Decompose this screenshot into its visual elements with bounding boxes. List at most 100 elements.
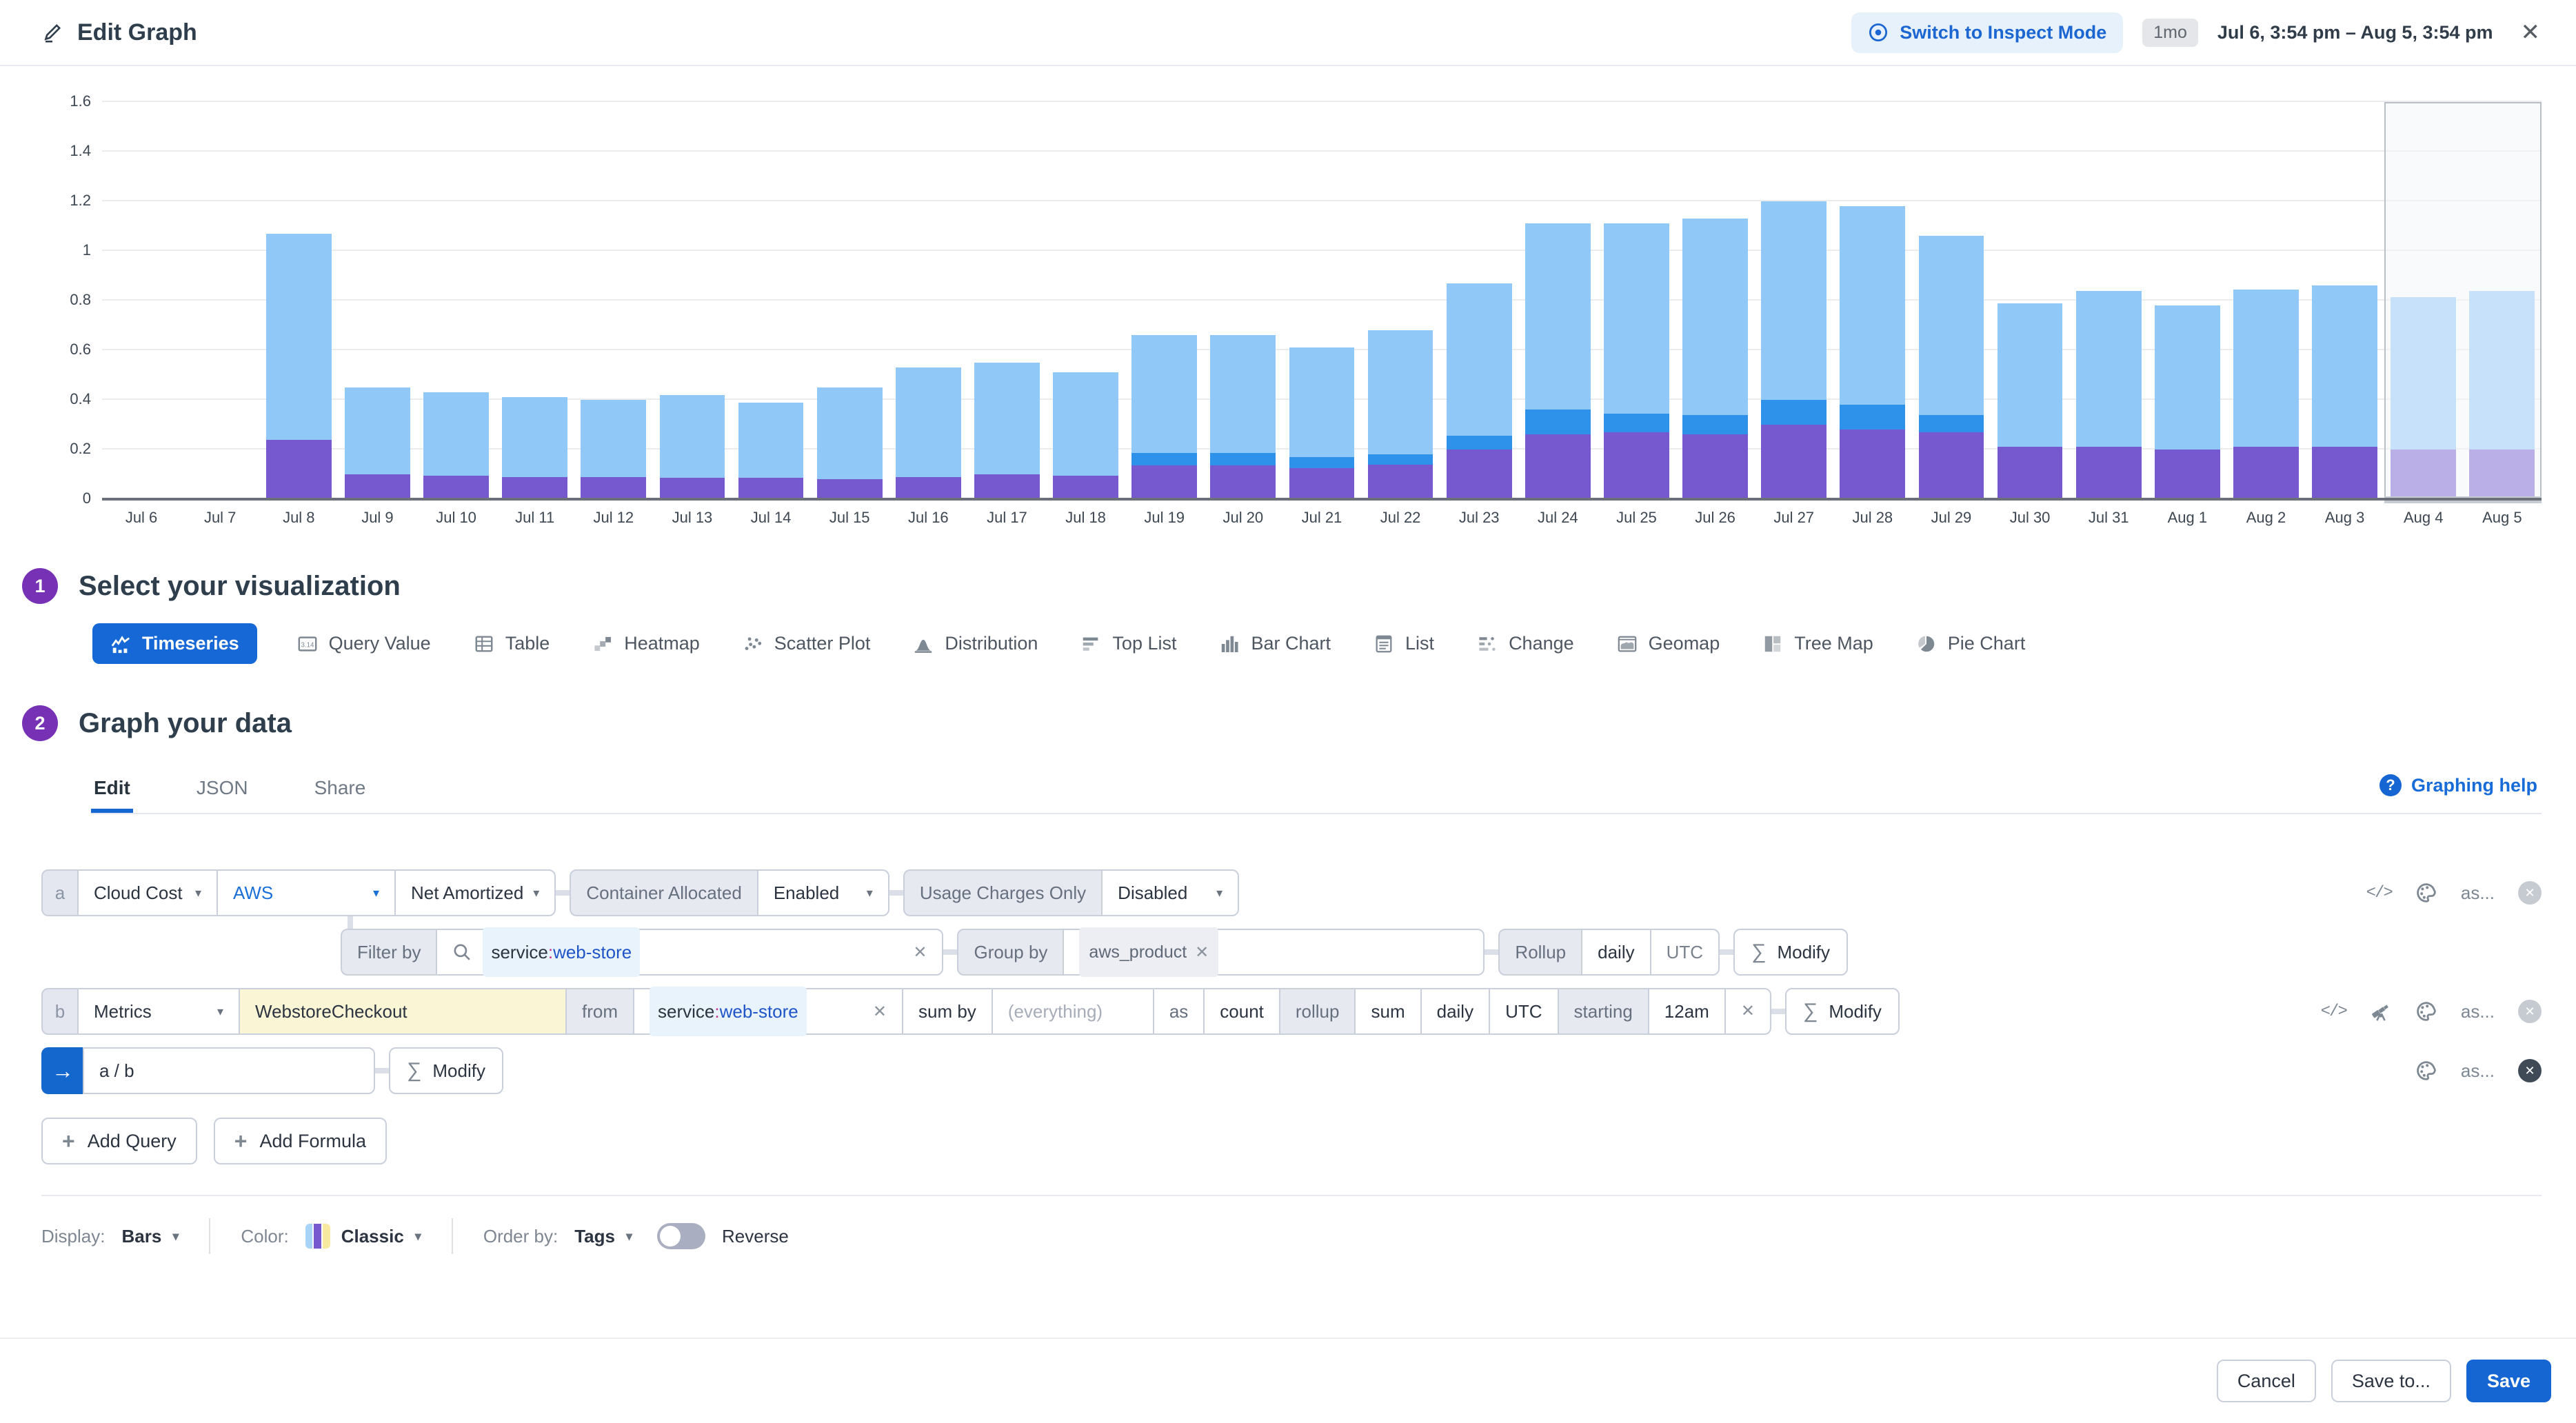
viz-option-list[interactable]: List — [1371, 623, 1437, 664]
display-type-dropdown[interactable]: Bars ▾ — [121, 1225, 179, 1247]
chart-bar-jul-28[interactable] — [1833, 102, 1912, 499]
rollup-b-timezone[interactable]: UTC — [1489, 988, 1559, 1035]
modify-button-formula[interactable]: ∑ Modify — [389, 1047, 503, 1094]
modify-button-a[interactable]: ∑ Modify — [1733, 929, 1849, 976]
viz-option-query-value[interactable]: 3.14 Query Value — [294, 623, 434, 664]
save-to-button[interactable]: Save to... — [2331, 1360, 2451, 1402]
formula-expression-input[interactable]: a / b — [83, 1047, 375, 1094]
clear-starting-icon[interactable]: ✕ — [1724, 988, 1771, 1035]
as-count-dropdown[interactable]: count — [1203, 988, 1280, 1035]
remove-query-a-icon[interactable]: ✕ — [2518, 881, 2542, 905]
usage-charges-dropdown[interactable]: Disabled ▾ — [1101, 869, 1240, 916]
close-icon[interactable]: ✕ — [2513, 16, 2549, 49]
palette-icon[interactable] — [2415, 882, 2437, 904]
time-range-text[interactable]: Jul 6, 3:54 pm – Aug 5, 3:54 pm — [2217, 21, 2493, 43]
metrics-dropdown[interactable]: Metrics ▾ — [77, 988, 240, 1035]
chart-bar-jul-23[interactable] — [1440, 102, 1518, 499]
rollup-interval[interactable]: daily — [1581, 929, 1651, 976]
chart-bar-aug-3[interactable] — [2306, 102, 2384, 499]
group-by-input[interactable]: aws_product ✕ — [1063, 927, 1485, 977]
chart-bar-aug-1[interactable] — [2148, 102, 2226, 499]
chart-bar-jul-17[interactable] — [967, 102, 1046, 499]
chart-bar-jul-20[interactable] — [1204, 102, 1282, 499]
chart-bar-jul-16[interactable] — [889, 102, 967, 499]
chart-bar-jul-10[interactable] — [417, 102, 496, 499]
viz-option-heatmap[interactable]: Heatmap — [590, 623, 703, 664]
remove-group-by-tag-icon[interactable]: ✕ — [1195, 942, 1209, 962]
viz-option-geomap[interactable]: Geomap — [1614, 623, 1723, 664]
code-view-icon[interactable]: </> — [2320, 1002, 2348, 1021]
chart-bar-jul-7[interactable] — [181, 102, 259, 499]
viz-option-pie-chart[interactable]: Pie Chart — [1913, 623, 2029, 664]
telescope-icon[interactable] — [2370, 1000, 2392, 1022]
palette-icon[interactable] — [2415, 1000, 2437, 1022]
chart-bar-aug-2[interactable] — [2226, 102, 2305, 499]
viz-option-bar-chart[interactable]: Bar Chart — [1216, 623, 1334, 664]
viz-option-scatter-plot[interactable]: Scatter Plot — [740, 623, 874, 664]
container-allocated-dropdown[interactable]: Enabled ▾ — [756, 869, 889, 916]
formula-arrow-icon[interactable]: → — [41, 1047, 84, 1094]
modify-button-b[interactable]: ∑ Modify — [1784, 988, 1900, 1035]
remove-formula-icon[interactable]: ✕ — [2518, 1059, 2542, 1082]
alias-as-button[interactable]: as... — [2460, 882, 2495, 903]
reverse-toggle[interactable] — [657, 1223, 706, 1249]
as-button[interactable]: as — [1152, 988, 1205, 1035]
chart-bar-jul-30[interactable] — [1991, 102, 2069, 499]
viz-option-distribution[interactable]: Distribution — [910, 623, 1040, 664]
filter-tag[interactable]: service:web-store — [483, 927, 641, 977]
switch-to-inspect-mode-button[interactable]: Switch to Inspect Mode — [1851, 12, 2124, 53]
metric-name-input[interactable]: WebstoreCheckout — [239, 988, 567, 1035]
sum-by-button[interactable]: sum by — [902, 988, 993, 1035]
chart-bar-jul-14[interactable] — [732, 102, 810, 499]
chart-bar-jul-26[interactable] — [1676, 102, 1755, 499]
remove-query-b-icon[interactable]: ✕ — [2518, 1000, 2542, 1023]
time-range-badge[interactable]: 1mo — [2142, 18, 2198, 47]
color-palette-dropdown[interactable]: Classic ▾ — [305, 1224, 421, 1249]
chart-bar-jul-25[interactable] — [1597, 102, 1676, 499]
chart-bar-jul-9[interactable] — [338, 102, 416, 499]
viz-option-top-list[interactable]: Top List — [1078, 623, 1179, 664]
viz-option-tree-map[interactable]: Tree Map — [1760, 623, 1876, 664]
chart-bar-jul-18[interactable] — [1047, 102, 1125, 499]
rollup-b-interval[interactable]: daily — [1420, 988, 1491, 1035]
chart-bar-jul-8[interactable] — [259, 102, 338, 499]
viz-option-table[interactable]: Table — [471, 623, 553, 664]
data-source-dropdown[interactable]: Cloud Cost ▾ — [77, 869, 218, 916]
group-by-tag[interactable]: aws_product ✕ — [1079, 927, 1219, 977]
chart-bar-jul-22[interactable] — [1361, 102, 1440, 499]
save-button[interactable]: Save — [2466, 1360, 2551, 1402]
from-tag[interactable]: service:web-store — [650, 987, 807, 1036]
tab-share[interactable]: Share — [312, 769, 369, 813]
cost-type-dropdown[interactable]: Net Amortized ▾ — [394, 869, 556, 916]
add-formula-button[interactable]: + Add Formula — [213, 1118, 388, 1164]
palette-icon[interactable] — [2415, 1060, 2437, 1082]
chart-bar-jul-13[interactable] — [653, 102, 732, 499]
chart-bar-jul-24[interactable] — [1518, 102, 1597, 499]
cancel-button[interactable]: Cancel — [2216, 1360, 2316, 1402]
chart-bar-jul-21[interactable] — [1282, 102, 1361, 499]
chart-bar-jul-6[interactable] — [102, 102, 181, 499]
chart-bar-jul-15[interactable] — [810, 102, 889, 499]
tab-json[interactable]: JSON — [194, 769, 251, 813]
provider-dropdown[interactable]: AWS ▾ — [217, 869, 396, 916]
chart-bar-jul-31[interactable] — [2069, 102, 2148, 499]
rollup-fn-dropdown[interactable]: sum — [1354, 988, 1422, 1035]
chart-bar-jul-11[interactable] — [496, 102, 574, 499]
chart-bar-jul-12[interactable] — [574, 102, 653, 499]
order-by-dropdown[interactable]: Tags ▾ — [574, 1225, 633, 1247]
from-input[interactable]: service:web-store ✕ — [633, 987, 903, 1036]
code-view-icon[interactable]: </> — [2366, 883, 2393, 902]
filter-input[interactable]: service:web-store ✕ — [436, 927, 944, 977]
graphing-help-link[interactable]: ? Graphing help — [2379, 774, 2537, 796]
add-query-button[interactable]: + Add Query — [41, 1118, 197, 1164]
starting-time[interactable]: 12am — [1647, 988, 1726, 1035]
alias-as-button[interactable]: as... — [2460, 1060, 2495, 1081]
clear-from-icon[interactable]: ✕ — [872, 1002, 887, 1021]
rollup-timezone[interactable]: UTC — [1649, 929, 1720, 976]
chart-bar-jul-27[interactable] — [1755, 102, 1833, 499]
alias-as-button[interactable]: as... — [2460, 1000, 2495, 1022]
viz-option-timeseries[interactable]: Timeseries — [92, 623, 257, 664]
tab-edit[interactable]: Edit — [91, 769, 134, 813]
chart-bar-jul-29[interactable] — [1912, 102, 1991, 499]
viz-option-change[interactable]: Change — [1474, 623, 1577, 664]
